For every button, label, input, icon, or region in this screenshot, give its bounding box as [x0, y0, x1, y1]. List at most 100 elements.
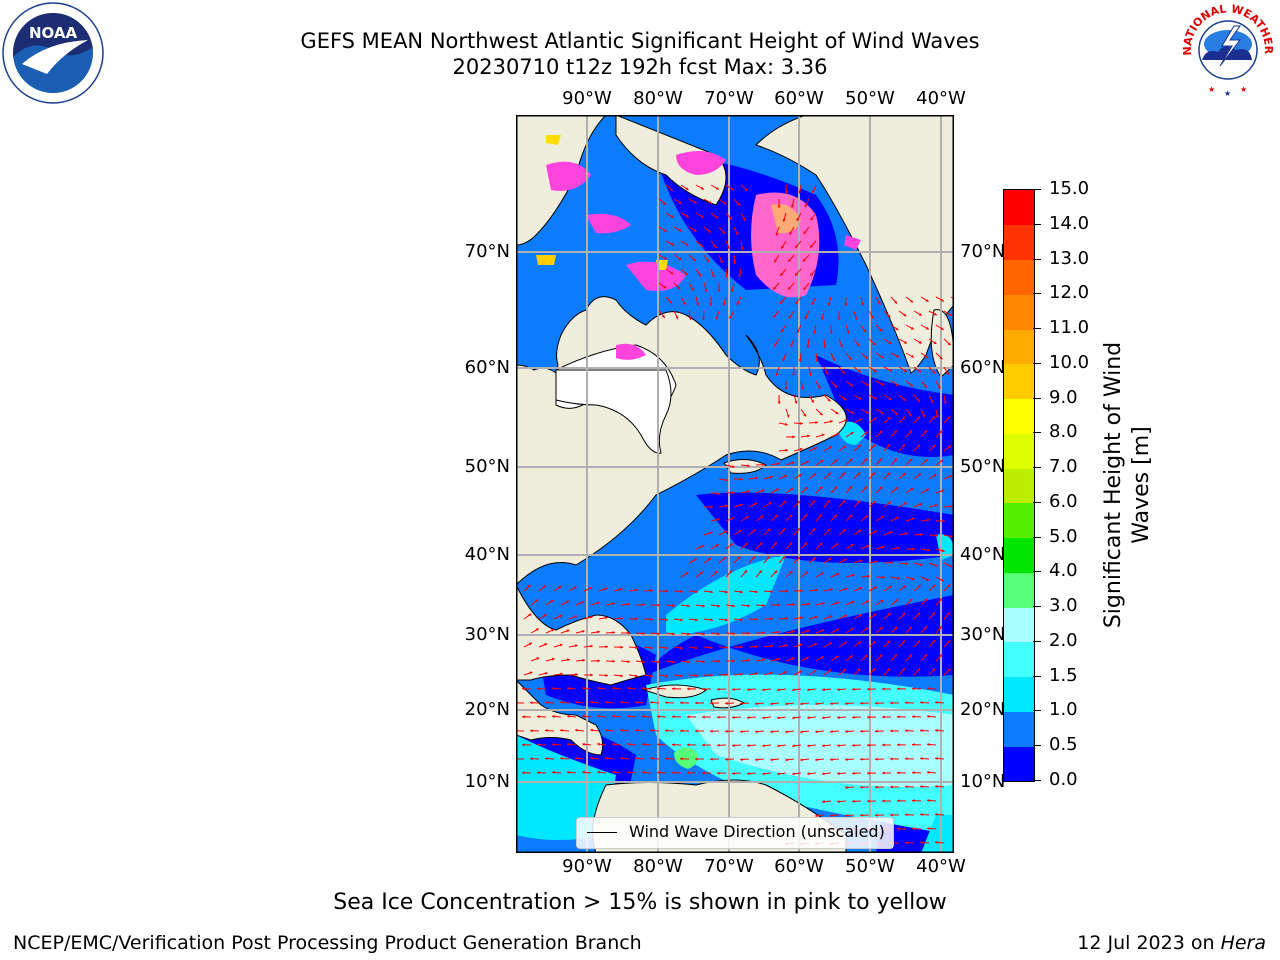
wave-direction-arrowhead [910, 354, 914, 358]
wave-direction-arrowhead [798, 474, 802, 477]
wave-direction-arrow [950, 296, 954, 300]
wave-direction-arrowhead [922, 414, 925, 418]
lon-label-top-50w: 50°W [845, 88, 895, 109]
wave-direction-arrowhead [903, 397, 906, 401]
wave-direction-arrowhead [910, 326, 914, 330]
wave-direction-arrowhead [784, 671, 788, 674]
wave-direction-arrowhead [789, 514, 793, 518]
wave-direction-arrowhead [912, 743, 915, 747]
wave-direction-arrowhead [813, 331, 817, 334]
wave-direction-arrowhead [685, 187, 689, 190]
wave-direction-arrowhead [714, 570, 718, 574]
wave-direction-arrowhead [687, 771, 690, 775]
wave-direction-arrowhead [708, 557, 712, 561]
wave-direction-arrowhead [873, 417, 877, 421]
wave-direction-arrowhead [894, 654, 897, 658]
wave-direction-arrowhead [902, 444, 905, 448]
wave-direction-arrowhead [837, 800, 840, 804]
colorbar-tick-mark [1033, 467, 1041, 469]
wave-direction-arrowhead [740, 730, 743, 734]
colorbar-tick-label: 15.0 [1049, 178, 1090, 199]
wave-direction-arrowhead [620, 616, 623, 620]
wave-direction-arrowhead [605, 616, 608, 620]
wave-direction-arrowhead [887, 668, 890, 672]
wave-direction-arrowhead [774, 570, 778, 574]
wave-direction-arrowhead [788, 315, 792, 319]
wave-direction-arrowhead [529, 671, 533, 675]
wave-direction-arrowhead [682, 301, 686, 305]
wave-direction-arrowhead [650, 674, 653, 678]
wave-direction-arrowhead [530, 757, 533, 761]
greenland-land [755, 115, 954, 374]
wave-direction-arrowhead [619, 588, 623, 591]
wave-direction-arrowhead [879, 486, 883, 490]
wave-direction-arrowhead [687, 743, 690, 747]
wave-direction-arrowhead [887, 613, 891, 616]
wave-direction-arrowhead [912, 687, 915, 691]
nws-logo: NATIONAL WEATHER SERVICE ★ ★ ★ [1178, 0, 1276, 98]
wave-direction-arrowhead [811, 399, 814, 403]
wave-direction-arrowhead [769, 475, 773, 479]
wave-direction-arrowhead [717, 715, 720, 719]
lon-label-bottom-50w: 50°W [845, 856, 895, 877]
wave-direction-arrowhead [701, 545, 705, 548]
wave-direction-arrowhead [800, 730, 803, 734]
colorbar-segment [1004, 607, 1034, 643]
wave-direction-arrowhead [782, 528, 786, 532]
wave-direction-arrowhead [879, 654, 883, 658]
wave-direction-arrowhead [935, 784, 938, 788]
wave-direction-arrowhead [865, 383, 869, 386]
wave-direction-arrowhead [590, 700, 593, 704]
colorbar-segment [1004, 190, 1034, 226]
wave-direction-arrowhead [770, 730, 773, 734]
wave-direction-arrowhead [920, 841, 923, 845]
wave-direction-arrowhead [620, 728, 623, 732]
wave-direction-arrowhead [888, 586, 892, 589]
wave-direction-arrowhead [635, 756, 638, 760]
wave-direction-arrowhead [879, 328, 883, 332]
wave-direction-arrowhead [830, 814, 833, 818]
wave-direction-arrowhead [852, 687, 855, 691]
wave-direction-arrowhead [815, 359, 819, 362]
wave-direction-arrowhead [819, 542, 823, 546]
wave-direction-arrowhead [612, 714, 615, 718]
wave-direction-arrowhead [732, 659, 735, 663]
wave-direction-arrowhead [729, 216, 733, 220]
colorbar-tick-label: 14.0 [1049, 212, 1090, 234]
wave-direction-arrowhead [791, 461, 795, 465]
wave-direction-arrowhead [777, 462, 780, 466]
wave-direction-arrowhead [590, 728, 593, 732]
wave-direction-arrowhead [837, 716, 840, 720]
wave-direction-arrowhead [887, 640, 891, 644]
wave-direction-arrowhead [657, 660, 660, 664]
colorbar-tick-label: 2.0 [1049, 629, 1078, 651]
wave-direction-arrowhead [672, 771, 675, 775]
wave-direction-arrowhead [725, 701, 728, 705]
wave-direction-arrowhead [785, 422, 788, 426]
wave-direction-arrowhead [744, 188, 748, 192]
wave-direction-arrowhead [762, 688, 765, 692]
wave-direction-arrowhead [590, 673, 593, 677]
wave-direction-arrowhead [903, 368, 907, 372]
wave-direction-arrowhead [717, 687, 720, 691]
sea-ice-caption: Sea Ice Concentration > 15% is shown in … [333, 890, 947, 915]
wave-direction-arrowhead [735, 232, 739, 236]
wave-direction-arrowhead [888, 501, 892, 505]
colorbar-segment [1004, 398, 1034, 434]
wave-direction-arrowhead [814, 447, 818, 450]
wave-direction-arrowhead [551, 657, 555, 661]
wave-direction-arrowhead [933, 474, 937, 477]
wave-direction-arrowhead [887, 444, 890, 448]
wave-direction-arrowhead [737, 556, 741, 560]
wave-direction-arrowhead [733, 261, 737, 264]
wave-direction-arrowhead [874, 586, 877, 590]
wave-direction-arrowhead [835, 655, 839, 659]
wave-direction-arrowhead [877, 301, 881, 305]
wave-direction-arrowhead [650, 700, 653, 704]
wave-direction-arrowhead [792, 772, 795, 776]
colorbar-tick-mark [1033, 189, 1041, 190]
wave-direction-arrowhead [828, 642, 832, 646]
wave-direction-arrowhead [784, 644, 788, 647]
wave-direction-arrowhead [799, 447, 803, 451]
colorbar-tick-mark [1033, 397, 1041, 399]
